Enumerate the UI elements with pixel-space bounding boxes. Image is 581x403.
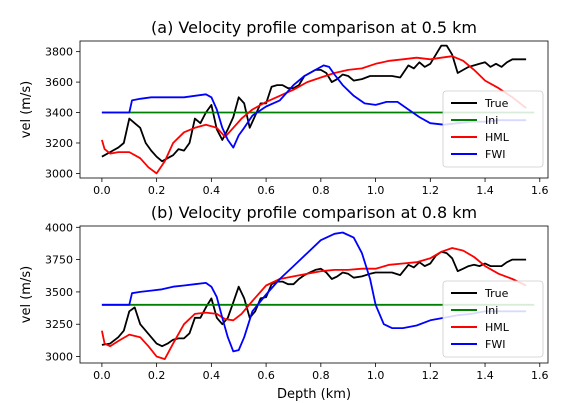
y-tick-label: 4000	[45, 221, 73, 234]
y-tick-label: 3400	[45, 107, 73, 120]
legend-label-fwi: FWI	[485, 148, 505, 161]
x-tick-label: 0.4	[203, 369, 221, 382]
legend-box	[442, 90, 544, 168]
legend-label-fwi: FWI	[485, 338, 505, 351]
x-tick-label: 1.4	[476, 184, 494, 197]
y-axis-label: vel (m/s)	[19, 266, 34, 323]
y-tick-label: 3750	[45, 254, 73, 267]
legend-label-ini: Ini	[485, 304, 498, 317]
x-tick-label: 0.6	[257, 369, 275, 382]
x-tick-label: 0.6	[257, 184, 275, 197]
y-tick-label: 3000	[45, 167, 73, 180]
x-tick-label: 1.6	[531, 184, 549, 197]
legend-label-hml: HML	[485, 321, 510, 334]
y-tick-label: 3200	[45, 137, 73, 150]
y-tick-label: 3500	[45, 286, 73, 299]
y-tick-label: 3800	[45, 46, 73, 59]
x-tick-label: 1.4	[476, 369, 494, 382]
y-tick-label: 3250	[45, 318, 73, 331]
series-line-fwi	[101, 64, 527, 149]
x-tick-label: 0.0	[93, 184, 111, 197]
chart-title: (a) Velocity profile comparison at 0.5 k…	[151, 18, 477, 37]
legend-label-hml: HML	[485, 131, 510, 144]
legend-label-ini: Ini	[485, 114, 498, 127]
x-tick-label: 1.0	[367, 369, 385, 382]
x-tick-label: 0.4	[203, 184, 221, 197]
legend-label-true: True	[484, 97, 509, 110]
x-tick-label: 1.2	[422, 369, 440, 382]
series-line-hml	[101, 55, 527, 175]
legend-box	[442, 280, 544, 358]
legend-label-true: True	[484, 287, 509, 300]
series-line-fwi	[101, 231, 527, 353]
plot-frame	[79, 225, 549, 364]
plot-frame	[79, 40, 549, 179]
x-axis-label: Depth (km)	[277, 387, 351, 402]
x-tick-label: 0.2	[148, 369, 166, 382]
x-tick-label: 0.8	[312, 369, 330, 382]
y-tick-label: 3000	[45, 351, 73, 364]
x-tick-label: 0.8	[312, 184, 330, 197]
x-tick-label: 1.2	[422, 184, 440, 197]
chart-title: (b) Velocity profile comparison at 0.8 k…	[151, 203, 477, 222]
x-tick-label: 1.6	[531, 369, 549, 382]
y-axis-label: vel (m/s)	[19, 81, 34, 138]
y-tick-label: 3600	[45, 76, 73, 89]
x-tick-label: 0.0	[93, 369, 111, 382]
x-tick-label: 0.2	[148, 184, 166, 197]
x-tick-label: 1.0	[367, 184, 385, 197]
